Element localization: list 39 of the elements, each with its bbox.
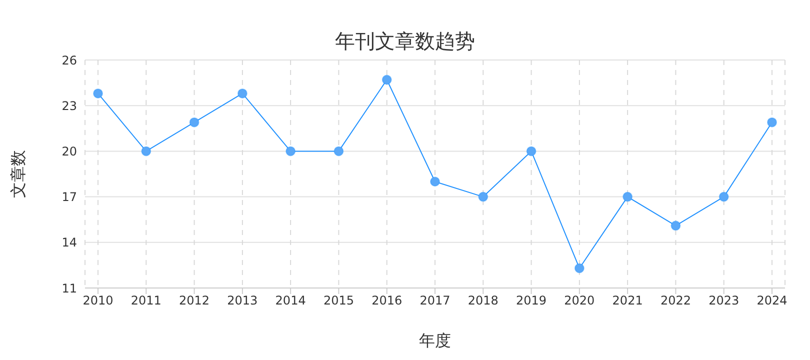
point [478, 192, 488, 202]
point [574, 263, 584, 274]
point [622, 192, 633, 202]
y-axis-title: 文章数 [8, 150, 28, 198]
point [430, 176, 440, 187]
point [718, 192, 729, 202]
x-tick-label: 2014 [275, 294, 306, 308]
x-tick-label: 2013 [227, 294, 258, 308]
x-tick-label: 2012 [179, 294, 210, 308]
x-tick-label: 2017 [420, 294, 450, 308]
chart-title: 年刊文章数趋势 [334, 28, 476, 55]
point [189, 117, 200, 128]
point [93, 88, 103, 98]
x-tick-label: 2018 [468, 294, 498, 308]
x-tick-label: 2022 [660, 294, 691, 308]
x-tick-label: 2016 [372, 294, 402, 308]
x-tick-label: 2011 [130, 294, 162, 308]
point [526, 146, 536, 156]
point [237, 88, 248, 98]
point [767, 117, 777, 128]
point [382, 74, 392, 85]
point [286, 146, 296, 156]
x-tick-label: 2023 [708, 294, 740, 308]
y-tick-label: 11 [62, 281, 77, 296]
point [141, 146, 152, 156]
x-tick-label: 2020 [564, 294, 595, 308]
x-axis-title: 年度 [419, 331, 451, 350]
x-tick-label: 2024 [756, 294, 788, 308]
point [334, 146, 344, 156]
point [670, 220, 681, 231]
x-tick-label: 2021 [612, 294, 643, 308]
x-tick-label: 2019 [516, 294, 547, 308]
y-tick-label: 20 [62, 144, 77, 158]
x-tick-label: 2010 [82, 294, 114, 308]
y-tick-label: 14 [62, 236, 77, 250]
x-tick-label: 2015 [323, 294, 354, 308]
y-tick-label: 23 [62, 98, 77, 113]
y-tick-label: 17 [62, 190, 77, 204]
y-tick-label: 26 [62, 53, 77, 68]
